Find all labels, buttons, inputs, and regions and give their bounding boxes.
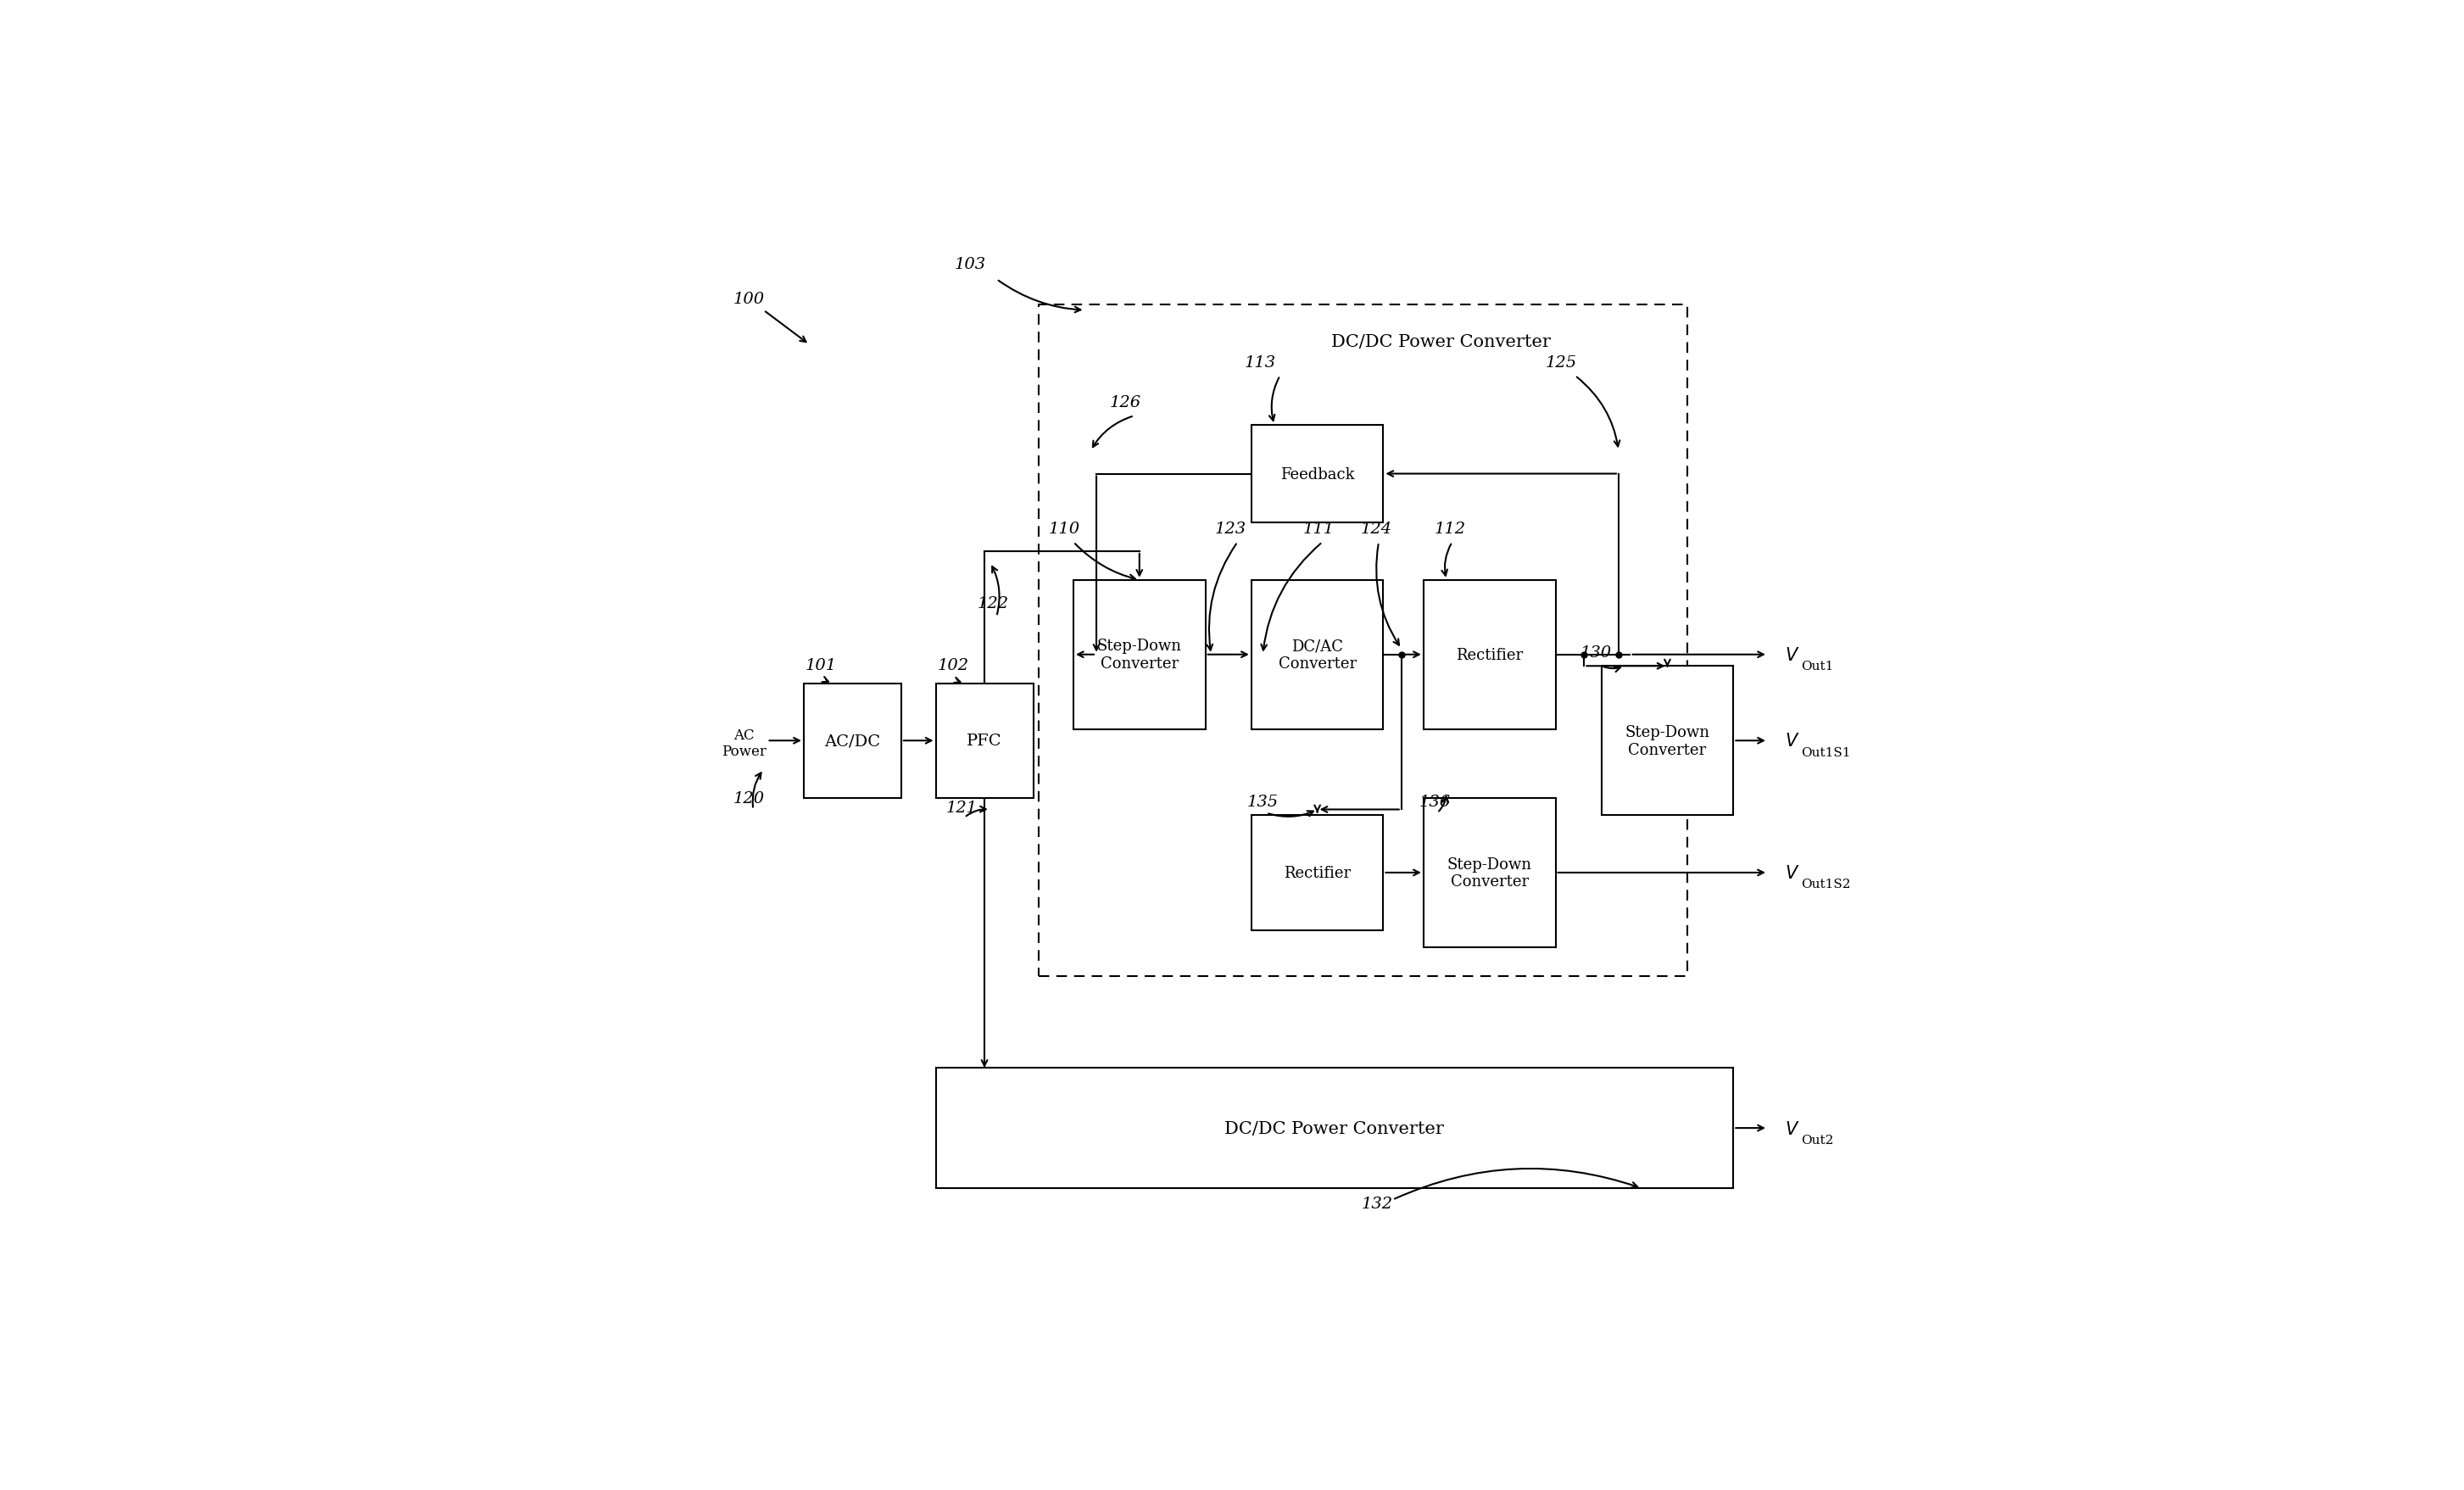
FancyBboxPatch shape [1602, 666, 1732, 815]
Text: 112: 112 [1434, 521, 1466, 536]
FancyBboxPatch shape [936, 684, 1032, 799]
Text: 102: 102 [936, 657, 968, 673]
Text: AC/DC: AC/DC [825, 733, 880, 748]
Text: 125: 125 [1545, 355, 1577, 370]
Text: 113: 113 [1244, 355, 1276, 370]
Text: $\mathit{V}$: $\mathit{V}$ [1784, 647, 1799, 663]
Text: Feedback: Feedback [1281, 466, 1355, 481]
FancyBboxPatch shape [1424, 581, 1555, 730]
Text: 126: 126 [1109, 395, 1141, 410]
Text: 135: 135 [1247, 794, 1279, 809]
Text: $\mathit{V}$: $\mathit{V}$ [1784, 733, 1799, 749]
Text: 124: 124 [1360, 521, 1392, 536]
Text: Step-Down
Converter: Step-Down Converter [1624, 724, 1710, 757]
Text: Rectifier: Rectifier [1284, 866, 1350, 881]
FancyBboxPatch shape [1252, 815, 1382, 930]
Text: DC/DC Power Converter: DC/DC Power Converter [1225, 1120, 1444, 1137]
Text: 101: 101 [806, 657, 838, 673]
FancyBboxPatch shape [1252, 426, 1382, 523]
Text: PFC: PFC [966, 733, 1003, 748]
Text: Out1S1: Out1S1 [1801, 746, 1850, 758]
Text: 123: 123 [1215, 521, 1247, 536]
FancyBboxPatch shape [1074, 581, 1205, 730]
Text: 103: 103 [954, 258, 986, 273]
Text: 122: 122 [978, 596, 1008, 611]
FancyBboxPatch shape [803, 684, 902, 799]
Text: Rectifier: Rectifier [1456, 647, 1523, 663]
Text: 130: 130 [1579, 645, 1611, 660]
Text: DC/DC Power Converter: DC/DC Power Converter [1331, 334, 1550, 350]
FancyBboxPatch shape [936, 1068, 1732, 1189]
FancyBboxPatch shape [1252, 581, 1382, 730]
FancyBboxPatch shape [1424, 799, 1555, 948]
Text: 121: 121 [946, 800, 978, 815]
Text: 132: 132 [1363, 1195, 1392, 1211]
Text: Out1S2: Out1S2 [1801, 879, 1850, 891]
Text: Out1: Out1 [1801, 660, 1833, 672]
Text: 100: 100 [732, 292, 764, 307]
Text: 136: 136 [1419, 794, 1451, 809]
Text: 110: 110 [1050, 521, 1079, 536]
Text: $\mathit{V}$: $\mathit{V}$ [1784, 864, 1799, 882]
Text: 120: 120 [732, 791, 764, 806]
Text: $\mathit{V}$: $\mathit{V}$ [1784, 1120, 1799, 1137]
Text: AC
Power: AC Power [722, 727, 766, 758]
Text: Step-Down
Converter: Step-Down Converter [1446, 857, 1533, 890]
Text: Out2: Out2 [1801, 1134, 1833, 1146]
Text: DC/AC
Converter: DC/AC Converter [1279, 639, 1355, 672]
Text: Step-Down
Converter: Step-Down Converter [1096, 639, 1183, 672]
Text: 111: 111 [1303, 521, 1335, 536]
